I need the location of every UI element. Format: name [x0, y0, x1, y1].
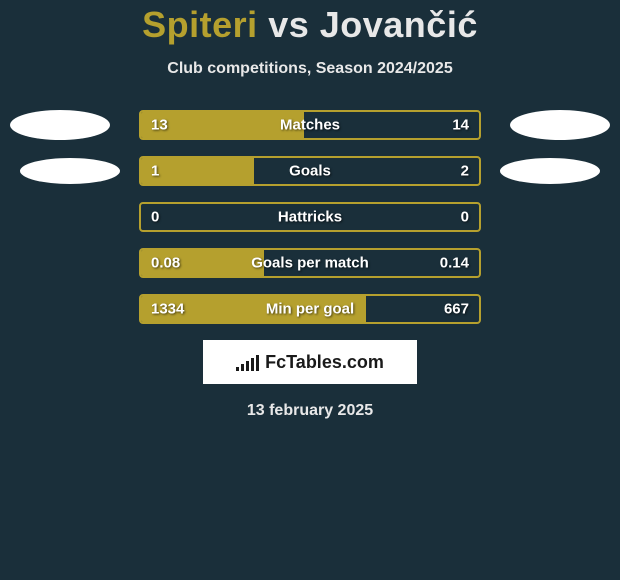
season-subtitle: Club competitions, Season 2024/2025: [0, 60, 620, 78]
stat-row: 0.08 Goals per match 0.14: [0, 248, 620, 278]
snapshot-date: 13 february 2025: [0, 402, 620, 420]
stat-left-value: 0.08: [151, 255, 180, 272]
stat-bar: 1 Goals 2: [139, 156, 481, 186]
stat-label: Min per goal: [266, 301, 354, 318]
stat-label: Hattricks: [278, 209, 342, 226]
vs-label: vs: [268, 4, 309, 45]
stat-left-value: 1334: [151, 301, 184, 318]
avatar-right: [510, 110, 610, 140]
avatar-right: [500, 158, 600, 184]
stat-right-value: 0.14: [440, 255, 469, 272]
stat-row: 1334 Min per goal 667: [0, 294, 620, 324]
stat-bar: 0 Hattricks 0: [139, 202, 481, 232]
stat-bar: 1334 Min per goal 667: [139, 294, 481, 324]
branding-text: FcTables.com: [265, 352, 384, 373]
stat-bar: 0.08 Goals per match 0.14: [139, 248, 481, 278]
stat-label: Goals per match: [251, 255, 369, 272]
stat-right-value: 14: [452, 117, 469, 134]
avatar-left: [10, 110, 110, 140]
avatar-left: [20, 158, 120, 184]
stat-row: 1 Goals 2: [0, 156, 620, 186]
stat-left-value: 1: [151, 163, 159, 180]
stat-right-value: 2: [461, 163, 469, 180]
stat-row: 0 Hattricks 0: [0, 202, 620, 232]
stat-left-value: 13: [151, 117, 168, 134]
stat-bar: 13 Matches 14: [139, 110, 481, 140]
comparison-title: Spiteri vs Jovančić: [0, 0, 620, 46]
stat-right-value: 667: [444, 301, 469, 318]
player-right-name: Jovančić: [320, 4, 478, 45]
player-left-name: Spiteri: [142, 4, 258, 45]
stat-label: Matches: [280, 117, 340, 134]
stat-right-value: 0: [461, 209, 469, 226]
stat-row: 13 Matches 14: [0, 110, 620, 140]
stat-label: Goals: [289, 163, 331, 180]
chart-icon: [236, 353, 259, 371]
stats-comparison: 13 Matches 14 1 Goals 2 0 Hattricks 0 0.…: [0, 110, 620, 324]
branding-box: FcTables.com: [203, 340, 417, 384]
stat-left-value: 0: [151, 209, 159, 226]
